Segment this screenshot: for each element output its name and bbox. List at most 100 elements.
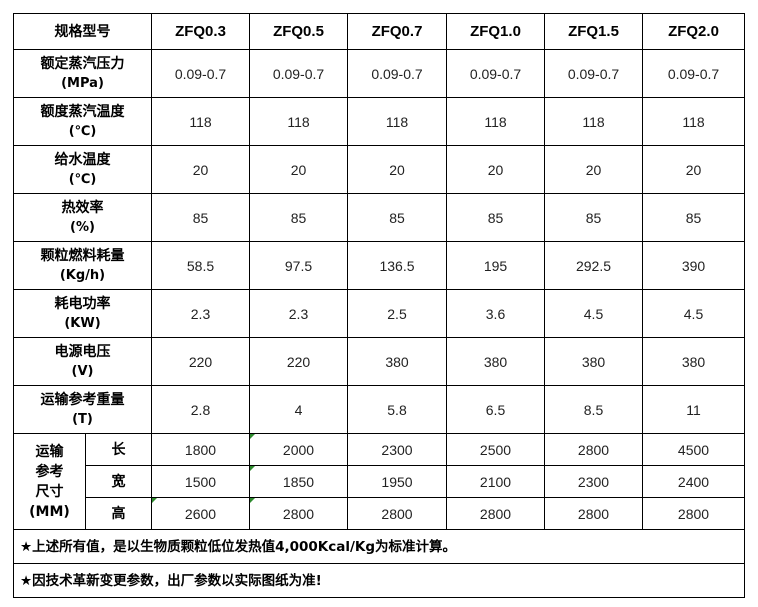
value-cell: 20 [446, 145, 545, 194]
parameter-label-cell: 给水温度 (℃) [13, 145, 152, 194]
value-cell: 1950 [347, 465, 447, 498]
dimension-label-line: 尺寸 [35, 483, 64, 500]
parameter-row: 电源电压 (V) 220 220 380 380 380 380 [13, 337, 745, 386]
parameter-unit: (T) [72, 411, 93, 427]
value-cell: 118 [446, 97, 545, 146]
value-cell: 85 [642, 193, 745, 242]
value-cell: 220 [249, 337, 348, 386]
value-cell: 85 [151, 193, 250, 242]
parameter-name: 额定蒸汽压力 [40, 55, 125, 72]
parameter-row: 颗粒燃料耗量 (Kg/h) 58.5 97.5 136.5 195 292.5 390 [13, 241, 745, 290]
note-parameter-change: ★因技术革新变更参数，出厂参数以实际图纸为准! [13, 563, 745, 598]
model-header: ZFQ0.5 [249, 13, 348, 50]
dimension-label-cell: 运输 参考 尺寸 (MM) [13, 433, 86, 530]
value-cell: 1800 [151, 433, 250, 466]
value-cell: 118 [544, 97, 643, 146]
value-cell: 20 [544, 145, 643, 194]
value-cell: 118 [347, 97, 447, 146]
parameter-row: 额定蒸汽压力 (MPa) 0.09-0.7 0.09-0.7 0.09-0.7 0.09-… [13, 49, 745, 98]
value-cell: 2800 [642, 497, 745, 530]
value-cell: 380 [642, 337, 745, 386]
value-cell: 118 [249, 97, 348, 146]
value-cell: 97.5 [249, 241, 348, 290]
note-calculation-basis: ★上述所有值，是以生物质颗粒低位发热值4,000Kcal/Kg为标准计算。 [13, 529, 745, 564]
value-cell: 292.5 [544, 241, 643, 290]
value-cell: 6.5 [446, 385, 545, 434]
value-cell: 390 [642, 241, 745, 290]
model-header: ZFQ0.7 [347, 13, 447, 50]
value-cell: 2400 [642, 465, 745, 498]
value-cell: 2.8 [151, 385, 250, 434]
parameter-row: 额度蒸汽温度 (℃) 118 118 118 118 118 118 [13, 97, 745, 146]
parameter-label-cell: 额定蒸汽压力 (MPa) [13, 49, 152, 98]
value-cell: 2800 [249, 497, 348, 530]
header-row: 规格型号 ZFQ0.3 ZFQ0.5 ZFQ0.7 ZFQ1.0 ZFQ1.5 … [13, 13, 745, 50]
dimension-row: 运输 参考 尺寸 (MM) 长 1800 2000 2300 2500 2800… [13, 433, 745, 530]
value-cell: 2600 [151, 497, 250, 530]
dimension-row: 高 2600 2800 2800 2800 2800 2800 [14, 497, 745, 530]
value-cell: 2800 [446, 497, 545, 530]
parameter-rows: 额定蒸汽压力 (MPa) 0.09-0.7 0.09-0.7 0.09-0.7 0.09-… [13, 49, 745, 434]
value-cell: 20 [347, 145, 447, 194]
parameter-unit: (℃) [68, 171, 97, 187]
dimension-label-line: (MM) [29, 503, 70, 520]
parameter-row: 热效率 (%) 85 85 85 85 85 85 [13, 193, 745, 242]
dimension-name-cell: 长 [85, 433, 152, 466]
parameter-name: 耗电功率 [54, 295, 111, 312]
value-cell: 20 [642, 145, 745, 194]
dimension-row: 宽 1500 1850 1950 2100 2300 2400 [14, 465, 745, 498]
model-header: ZFQ1.5 [544, 13, 643, 50]
value-cell: 4.5 [544, 289, 643, 338]
parameter-name: 热效率 [61, 199, 104, 216]
value-cell: 136.5 [347, 241, 447, 290]
value-cell: 8.5 [544, 385, 643, 434]
parameter-name: 颗粒燃料耗量 [40, 247, 125, 264]
parameter-unit: (Kg/h) [59, 267, 106, 283]
spec-table: 规格型号 ZFQ0.3 ZFQ0.5 ZFQ0.7 ZFQ1.0 ZFQ1.5 … [13, 13, 745, 598]
value-cell: 2800 [544, 497, 643, 530]
parameter-name: 运输参考重量 [40, 391, 125, 408]
value-cell: 3.6 [446, 289, 545, 338]
value-cell: 11 [642, 385, 745, 434]
value-cell: 0.09-0.7 [151, 49, 250, 98]
value-cell: 20 [151, 145, 250, 194]
value-cell: 0.09-0.7 [249, 49, 348, 98]
value-cell: 380 [544, 337, 643, 386]
parameter-unit: (V) [71, 363, 94, 379]
parameter-unit: (%) [70, 219, 95, 235]
value-cell: 4.5 [642, 289, 745, 338]
model-header: ZFQ1.0 [446, 13, 545, 50]
value-cell: 20 [249, 145, 348, 194]
value-cell: 380 [347, 337, 447, 386]
note-row: ★上述所有值，是以生物质颗粒低位发热值4,000Kcal/Kg为标准计算。 [13, 529, 745, 564]
parameter-label-cell: 运输参考重量 (T) [13, 385, 152, 434]
parameter-label-cell: 热效率 (%) [13, 193, 152, 242]
value-cell: 85 [347, 193, 447, 242]
value-cell: 0.09-0.7 [642, 49, 745, 98]
parameter-row: 运输参考重量 (T) 2.8 4 5.8 6.5 8.5 11 [13, 385, 745, 434]
parameter-label-cell: 电源电压 (V) [13, 337, 152, 386]
parameter-unit: (MPa) [61, 75, 104, 91]
parameter-label-cell: 耗电功率 (KW) [13, 289, 152, 338]
value-cell: 2000 [249, 433, 348, 466]
value-cell: 85 [446, 193, 545, 242]
value-cell: 0.09-0.7 [544, 49, 643, 98]
value-cell: 4500 [642, 433, 745, 466]
value-cell: 118 [642, 97, 745, 146]
value-cell: 380 [446, 337, 545, 386]
value-cell: 58.5 [151, 241, 250, 290]
value-cell: 2.5 [347, 289, 447, 338]
value-cell: 1850 [249, 465, 348, 498]
value-cell: 2800 [347, 497, 447, 530]
spec-label-cell: 规格型号 [13, 13, 152, 50]
parameter-label-cell: 额度蒸汽温度 (℃) [13, 97, 152, 146]
model-header: ZFQ0.3 [151, 13, 250, 50]
parameter-name: 给水温度 [54, 151, 111, 168]
parameter-name: 额度蒸汽温度 [40, 103, 125, 120]
value-cell: 0.09-0.7 [446, 49, 545, 98]
parameter-unit: (℃) [68, 123, 97, 139]
value-cell: 0.09-0.7 [347, 49, 447, 98]
dimension-name-cell: 宽 [85, 465, 152, 498]
value-cell: 85 [249, 193, 348, 242]
note-row: ★因技术革新变更参数，出厂参数以实际图纸为准! [13, 563, 745, 598]
